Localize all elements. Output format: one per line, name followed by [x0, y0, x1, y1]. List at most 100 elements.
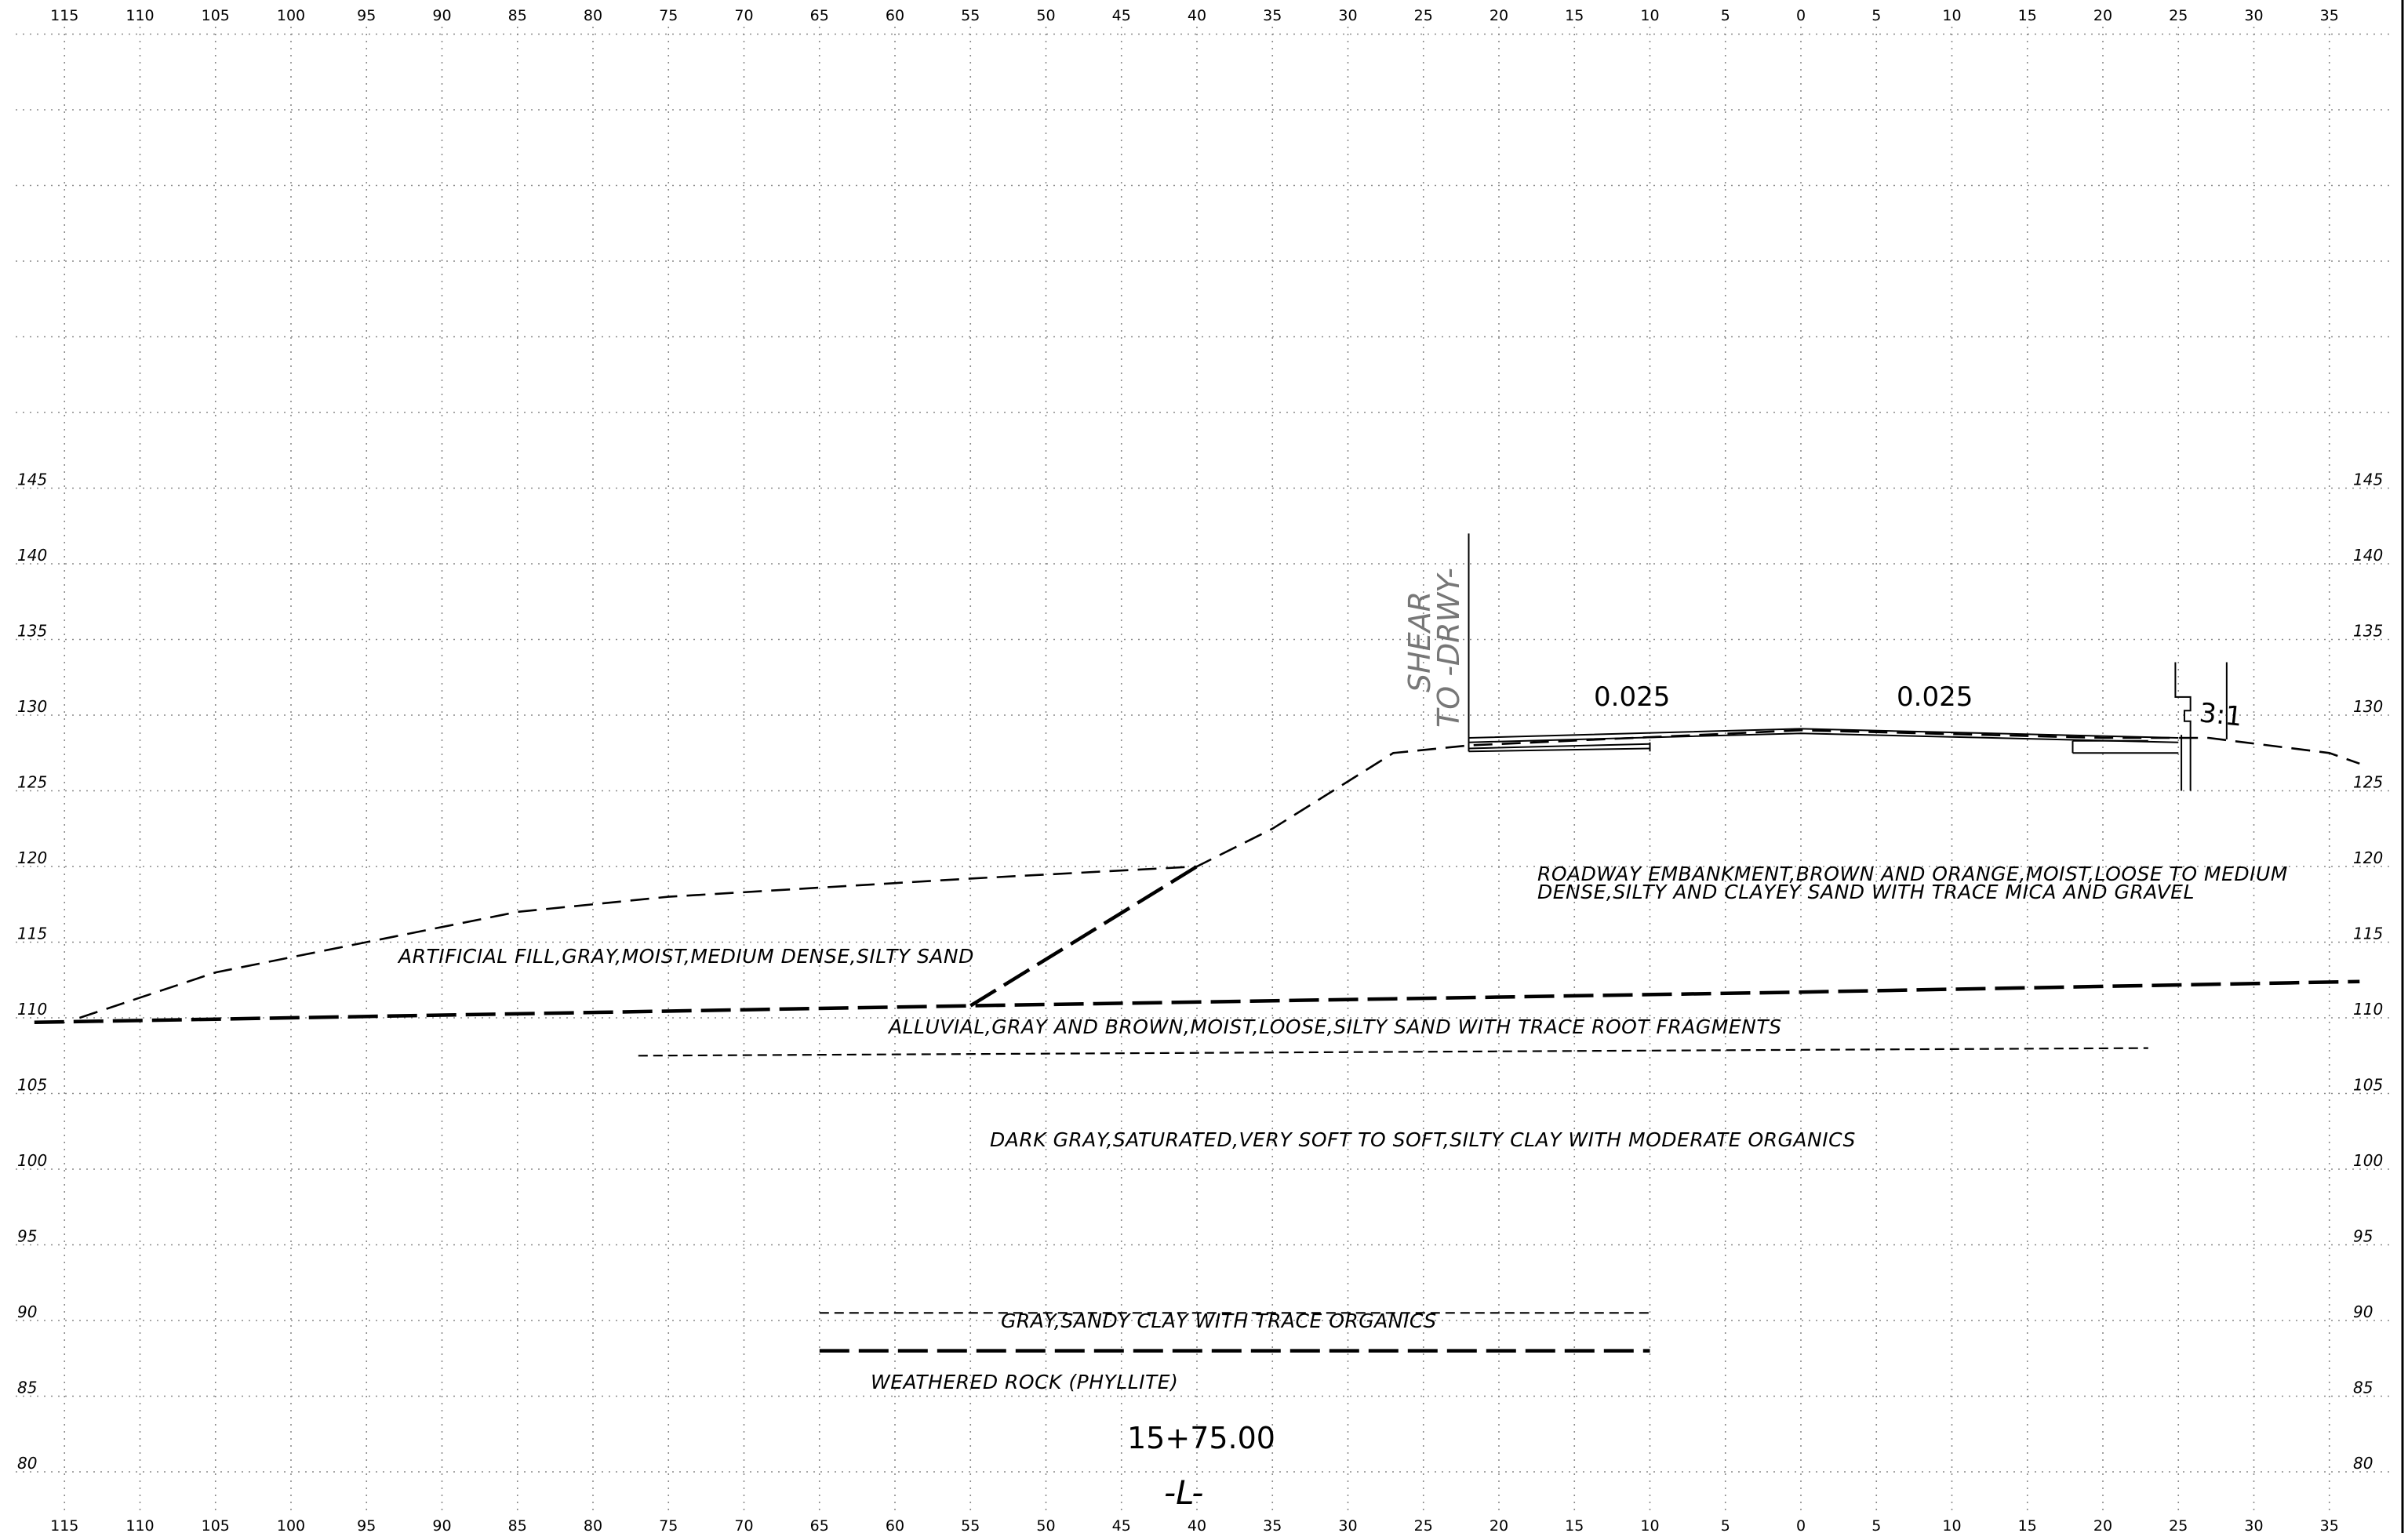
- soil-label-artificial-fill: ARTIFICIAL FILL,GRAY,MOIST,MEDIUM DENSE,…: [397, 945, 974, 968]
- elevation-tick-label-right: 125: [2353, 773, 2383, 792]
- elevation-tick-label-left: 105: [17, 1076, 47, 1095]
- elevation-tick-label-right: 135: [2353, 622, 2383, 641]
- offset-tick-label-top: 15: [2018, 7, 2037, 24]
- offset-tick-label-top: 5: [1871, 7, 1881, 24]
- elevation-tick-label-right: 85: [2353, 1379, 2373, 1397]
- offset-tick-label-top: 25: [2169, 7, 2188, 24]
- elevation-tick-label-left: 95: [17, 1227, 37, 1246]
- alluvial-bottom-line: [638, 1047, 2148, 1057]
- soil-label-dark-gray-clay: DARK GRAY,SATURATED,VERY SOFT TO SOFT,SI…: [990, 1128, 1856, 1151]
- offset-tick-label-top: 30: [1338, 7, 1357, 24]
- elevation-axis-right: 145 140 135 130 125 120 115 110 105 100 95 90 85 80: [2353, 470, 2383, 1473]
- offset-tick-label-bottom: 35: [2320, 1517, 2339, 1533]
- note-shear: SHEAR: [1402, 591, 1437, 692]
- fill-embankment-contact: [969, 865, 1199, 1008]
- offset-tick-label-top: 55: [961, 7, 980, 24]
- elevation-tick-label-left: 90: [17, 1302, 37, 1321]
- offset-tick-label-bottom: 60: [886, 1517, 904, 1533]
- pavement-layer-1: [1468, 732, 2179, 743]
- elevation-tick-label-left: 110: [17, 1000, 47, 1019]
- offset-tick-label-bottom: 5: [1871, 1517, 1881, 1533]
- slope-label-fill: 3:1: [2198, 697, 2244, 733]
- offset-tick-label-bottom: 20: [2093, 1517, 2112, 1533]
- offset-tick-label-bottom: 100: [277, 1517, 305, 1533]
- offset-tick-label-top: 50: [1036, 7, 1055, 24]
- offset-tick-label-top: 95: [357, 7, 376, 24]
- elevation-tick-label-right: 80: [2353, 1454, 2373, 1473]
- alignment-label: -L-: [1164, 1473, 1203, 1512]
- offset-tick-label-bottom: 115: [50, 1517, 78, 1533]
- offset-tick-label-bottom: 80: [584, 1517, 602, 1533]
- elevation-tick-label-left: 125: [17, 773, 47, 792]
- elevation-tick-label-left: 115: [17, 925, 47, 943]
- elevation-tick-label-right: 145: [2353, 470, 2383, 489]
- offset-tick-label-bottom: 55: [961, 1517, 980, 1533]
- elevation-tick-label-left: 85: [17, 1379, 37, 1397]
- elevation-tick-label-left: 100: [17, 1151, 47, 1170]
- offset-tick-label-bottom: 5: [1721, 1517, 1730, 1533]
- elevation-tick-label-right: 130: [2353, 697, 2383, 716]
- elevation-tick-label-right: 95: [2353, 1227, 2373, 1246]
- elevation-tick-label-right: 100: [2353, 1151, 2383, 1170]
- offset-tick-label-top: 30: [2244, 7, 2263, 24]
- elevation-tick-label-right: 115: [2353, 925, 2383, 943]
- offset-axis-bottom: 115 110 105 100 95 90 85 80 75 70 65 60 55 50 45 40 35 30…: [50, 1517, 2339, 1533]
- elevation-tick-label-left: 140: [17, 546, 47, 565]
- soil-label-gray-sandy-clay: GRAY,SANDY CLAY WITH TRACE ORGANICS: [1001, 1310, 1437, 1332]
- elevation-tick-label-right: 110: [2353, 1000, 2383, 1019]
- offset-tick-label-bottom: 25: [2169, 1517, 2188, 1533]
- offset-tick-label-bottom: 45: [1112, 1517, 1131, 1533]
- elevation-tick-label-right: 105: [2353, 1076, 2383, 1095]
- offset-tick-label-bottom: 15: [1565, 1517, 1584, 1533]
- elevation-tick-label-right: 120: [2353, 848, 2383, 867]
- offset-tick-label-bottom: 50: [1036, 1517, 1055, 1533]
- offset-tick-label-bottom: 30: [2244, 1517, 2263, 1533]
- offset-tick-label-top: 75: [659, 7, 678, 24]
- offset-tick-label-bottom: 110: [125, 1517, 154, 1533]
- offset-tick-label-top: 10: [1640, 7, 1659, 24]
- soil-label-alluvial: ALLUVIAL,GRAY AND BROWN,MOIST,LOOSE,SILT…: [887, 1015, 1781, 1038]
- offset-tick-label-top: 105: [202, 7, 230, 24]
- curb-detail: [2174, 662, 2192, 791]
- elevation-tick-label-left: 80: [17, 1454, 37, 1473]
- offset-tick-label-top: 70: [734, 7, 753, 24]
- elevation-tick-label-left: 120: [17, 848, 47, 867]
- offset-tick-label-bottom: 90: [432, 1517, 451, 1533]
- slope-label-right: 0.025: [1897, 681, 1973, 713]
- elevation-axis-left: 145 140 135 130 125 120 115 110 105 100 95 90 85 80: [17, 470, 47, 1473]
- offset-tick-label-bottom: 20: [1490, 1517, 1508, 1533]
- offset-tick-label-top: 15: [1565, 7, 1584, 24]
- offset-tick-label-bottom: 10: [1640, 1517, 1659, 1533]
- offset-tick-label-top: 110: [125, 7, 154, 24]
- soil-label-embankment-1: ROADWAY EMBANKMENT,BROWN AND ORANGE,MOIS…: [1537, 863, 2288, 885]
- offset-axis-top: 115 110 105 100 95 90 85 80 75 70 65 60 55 50 45 40 35 30…: [50, 7, 2339, 24]
- offset-tick-label-top: 80: [584, 7, 602, 24]
- road-surface-line: [1468, 728, 2179, 739]
- offset-tick-label-top: 65: [810, 7, 829, 24]
- offset-tick-label-top: 100: [277, 7, 305, 24]
- offset-tick-label-top: 35: [1263, 7, 1282, 24]
- slope-label-left: 0.025: [1594, 681, 1670, 713]
- offset-tick-label-top: 60: [886, 7, 904, 24]
- pavement-layer-3: [1468, 747, 1650, 753]
- elevation-tick-label-left: 145: [17, 470, 47, 489]
- offset-tick-label-bottom: 15: [2018, 1517, 2037, 1533]
- offset-tick-label-bottom: 0: [1796, 1517, 1806, 1533]
- offset-tick-label-top: 5: [1721, 7, 1730, 24]
- offset-tick-label-bottom: 40: [1188, 1517, 1206, 1533]
- note-to-drwy: TO -DRWY-: [1431, 568, 1466, 728]
- offset-tick-label-top: 35: [2320, 7, 2339, 24]
- pavement-layer-2: [1468, 743, 1650, 750]
- fill-bottom-boundary: [34, 979, 2360, 1025]
- offset-tick-label-bottom: 85: [508, 1517, 527, 1533]
- soil-label-embankment-2: DENSE,SILTY AND CLAYEY SAND WITH TRACE M…: [1537, 881, 2195, 903]
- offset-tick-label-top: 20: [2093, 7, 2112, 24]
- offset-tick-label-bottom: 25: [1414, 1517, 1433, 1533]
- offset-tick-label-top: 25: [1414, 7, 1433, 24]
- offset-tick-label-bottom: 65: [810, 1517, 829, 1533]
- elevation-tick-label-right: 90: [2353, 1302, 2373, 1321]
- offset-tick-label-bottom: 30: [1338, 1517, 1357, 1533]
- offset-tick-label-bottom: 70: [734, 1517, 753, 1533]
- offset-tick-label-top: 40: [1188, 7, 1206, 24]
